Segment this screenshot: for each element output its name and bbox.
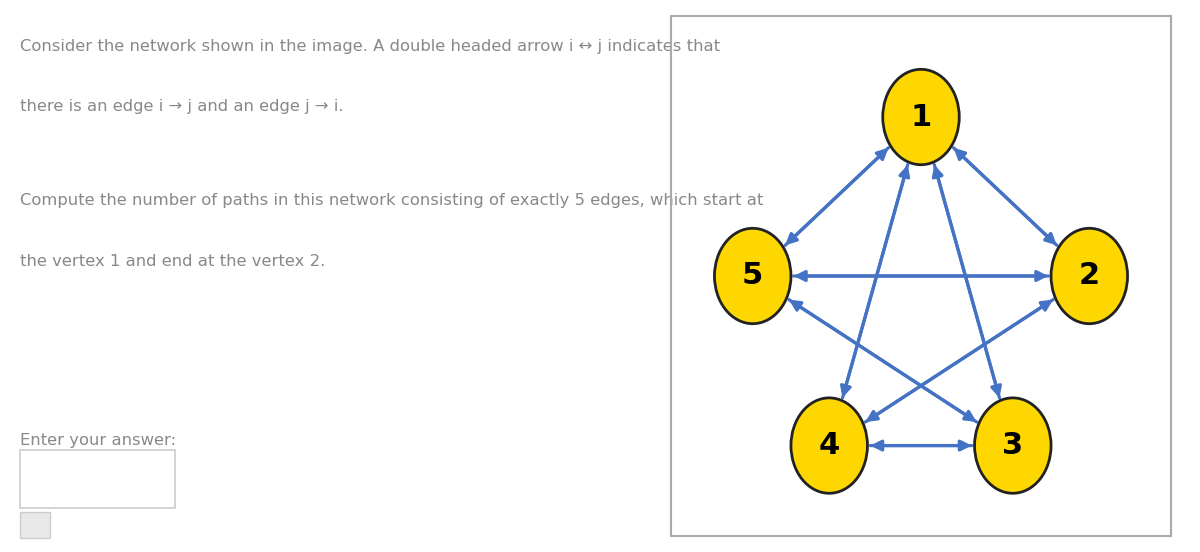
- Text: the vertex 1 and end at the vertex 2.: the vertex 1 and end at the vertex 2.: [19, 254, 325, 269]
- Text: Consider the network shown in the image. A double headed arrow i ↔ j indicates t: Consider the network shown in the image.…: [19, 39, 720, 54]
- FancyBboxPatch shape: [19, 512, 49, 538]
- Ellipse shape: [1051, 229, 1128, 323]
- Text: Compute the number of paths in this network consisting of exactly 5 edges, which: Compute the number of paths in this netw…: [19, 193, 763, 208]
- Text: 1: 1: [911, 103, 931, 131]
- Text: there is an edge i → j and an edge j → i.: there is an edge i → j and an edge j → i…: [19, 99, 343, 114]
- Text: 5: 5: [742, 262, 763, 290]
- Text: Enter your answer:: Enter your answer:: [19, 433, 176, 448]
- Text: 2: 2: [1079, 262, 1100, 290]
- Ellipse shape: [714, 229, 791, 323]
- Text: 4: 4: [818, 431, 840, 460]
- Text: 3: 3: [1002, 431, 1024, 460]
- FancyBboxPatch shape: [19, 450, 175, 508]
- Ellipse shape: [791, 398, 868, 493]
- Ellipse shape: [974, 398, 1051, 493]
- Ellipse shape: [883, 70, 959, 164]
